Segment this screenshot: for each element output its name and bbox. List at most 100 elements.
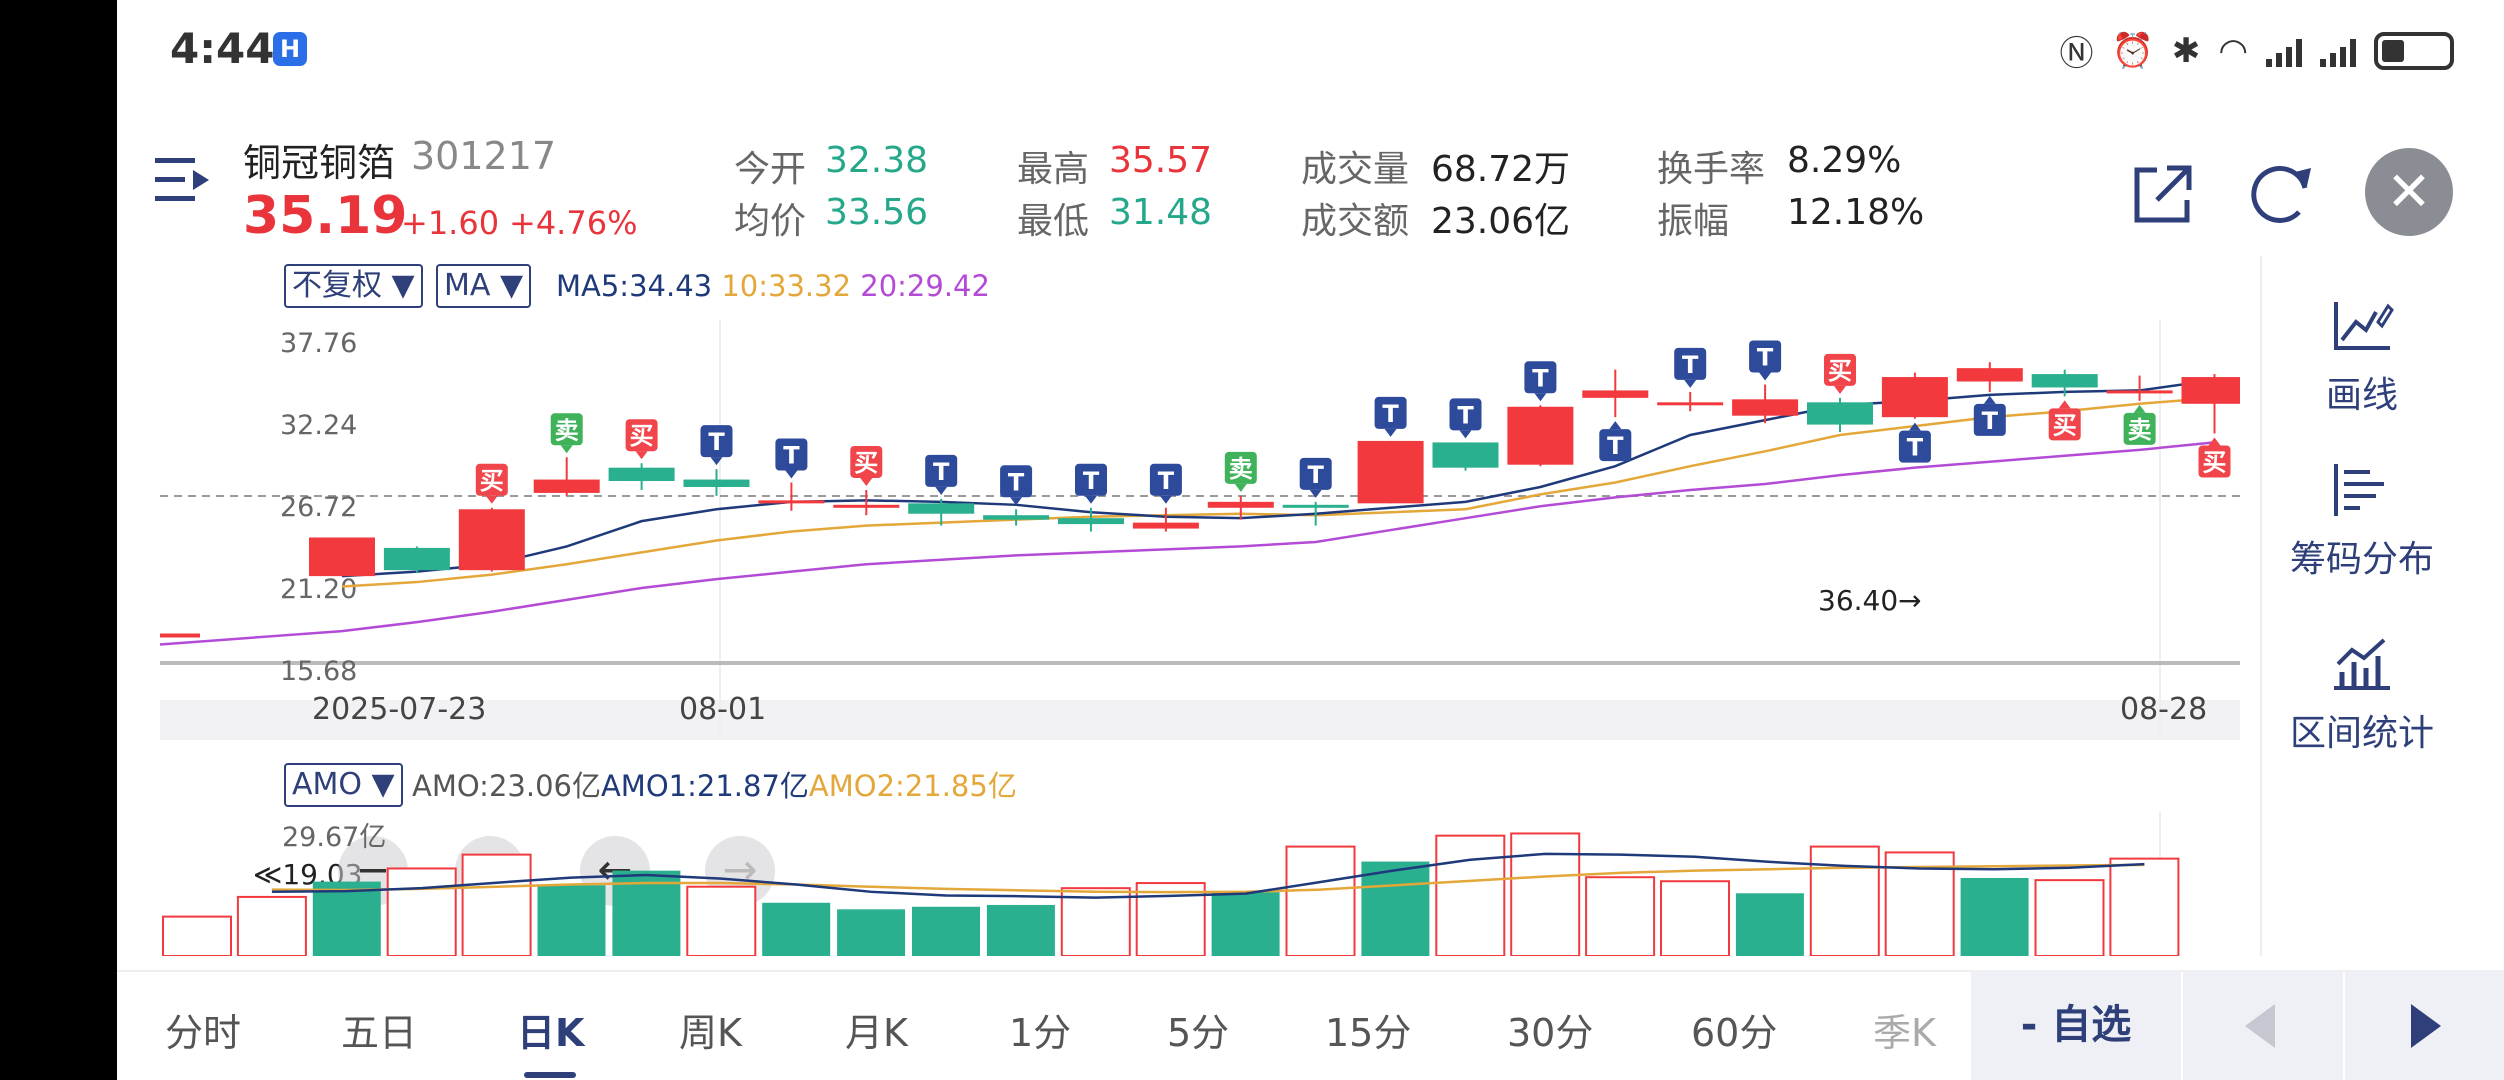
candle: [533, 457, 600, 496]
tab-5min[interactable]: 5分: [1167, 1011, 1230, 1055]
amo-indicator-select[interactable]: AMO ▼: [284, 763, 403, 807]
kline-panel[interactable]: 不复权 ▼ MA ▼ MA5:34.43 10:33.32 20:29.42 3…: [160, 256, 2240, 956]
low-value: 31.48: [1109, 192, 1213, 233]
tab-quarterly-k[interactable]: 季K: [1873, 1011, 1936, 1055]
svg-text:T: T: [933, 458, 950, 486]
amo-bar: [386, 867, 457, 956]
amo-panel[interactable]: AMO ▼ AMO:23.06亿AMO1:21.87亿AMO2:21.85亿 2…: [160, 756, 2240, 956]
y-tick-label: 26.72: [280, 492, 357, 523]
tab-1min[interactable]: 1分: [1009, 1011, 1072, 1055]
tab-15min[interactable]: 15分: [1325, 1011, 1412, 1055]
tool-draw-line-label: 画线: [2325, 375, 2398, 416]
signal-icon-1: [2266, 35, 2302, 67]
signal-marker-t: T: [1449, 398, 1482, 439]
amo-bar: [1960, 877, 2029, 956]
amo-bar: [236, 895, 307, 956]
signal-marker-t: T: [1000, 465, 1033, 506]
signal-marker-t: T: [1749, 340, 1782, 381]
tab-weekly-k[interactable]: 周K: [679, 1011, 742, 1055]
candle: [383, 546, 450, 574]
amo-bar: [837, 909, 906, 956]
svg-text:T: T: [1607, 432, 1624, 460]
candle: [1807, 397, 1873, 433]
prev-stock-button[interactable]: [2183, 970, 2343, 1080]
signal-marker-sell: 卖: [1224, 451, 1257, 492]
tab-intraday[interactable]: 分时: [165, 1011, 242, 1055]
ma20-line: [160, 441, 2215, 646]
turnover-rate-value: 8.29%: [1787, 140, 1902, 181]
amo-bar: [1361, 861, 1430, 956]
signal-marker-t: T: [1973, 395, 2006, 436]
ma20-value: 20:29.42: [860, 269, 990, 303]
amo-bar: [686, 885, 757, 956]
signal-marker-t: T: [1075, 463, 1107, 504]
signal-marker-t: T: [1374, 396, 1407, 437]
candle: [1432, 442, 1499, 471]
amo-bar: [1585, 876, 1656, 956]
share-icon[interactable]: [2127, 160, 2197, 230]
amo-bar: [1660, 880, 1730, 956]
tool-draw-line[interactable]: 画线: [2262, 298, 2462, 418]
tab-five-day[interactable]: 五日: [341, 1011, 418, 1055]
status-icons: Ⓝ ⏰ ✱ ◠: [2059, 26, 2454, 75]
chip-distribution-icon: [2334, 464, 2384, 516]
turnover-value: 23.06亿: [1431, 201, 1571, 242]
signal-marker-t: T: [775, 438, 808, 479]
amo-bar: [1211, 892, 1280, 956]
period-tabs: 分时 五日 日K 周K 月K 1分 5分 15分 30分 60分 季K: [117, 970, 2504, 1080]
amo-bar: [2109, 857, 2180, 956]
candle: [758, 482, 825, 511]
candle: [1058, 507, 1124, 532]
svg-text:T: T: [1158, 467, 1175, 495]
signal-marker-t: T: [1599, 421, 1632, 462]
nfc-icon: Ⓝ: [2059, 34, 2094, 74]
x-label-end: 08-28: [2120, 692, 2208, 727]
tab-daily-k[interactable]: 日K: [517, 1011, 585, 1055]
ma10-value: 10:33.32: [721, 269, 852, 303]
tab-60min[interactable]: 60分: [1691, 1011, 1778, 1055]
stock-code: 301217: [411, 134, 557, 178]
refresh-icon[interactable]: [2247, 158, 2317, 228]
tab-30min[interactable]: 30分: [1507, 1011, 1594, 1055]
remove-watchlist-button[interactable]: - 自选: [1971, 970, 2181, 1080]
close-button[interactable]: ✕: [2365, 148, 2453, 236]
avg-value: 33.56: [825, 192, 929, 233]
signal-marker-buy: 买: [850, 445, 883, 486]
indicator-select[interactable]: MA ▼: [436, 264, 532, 308]
amo-values: AMO:23.06亿AMO1:21.87亿AMO2:21.85亿: [412, 756, 1017, 816]
signal-icon-2: [2320, 35, 2356, 67]
svg-text:买: 买: [630, 422, 654, 450]
tool-chip-distribution-label: 筹码分布: [2289, 539, 2434, 580]
signal-marker-sell: 卖: [2123, 404, 2156, 445]
adjust-select[interactable]: 不复权 ▼: [284, 264, 423, 308]
turnover-rate-label: 换手率: [1657, 149, 1766, 190]
amo2-value: AMO2:21.85亿: [808, 769, 1017, 803]
amo-bar: [2034, 879, 2105, 956]
signal-marker-t: T: [1149, 463, 1182, 504]
candle: [683, 469, 750, 496]
amo1-line: [271, 852, 2145, 899]
candle: [1881, 372, 1948, 419]
menu-icon[interactable]: [153, 150, 213, 210]
chart-tools: 画线 筹码分布 区间统计: [2260, 256, 2460, 956]
tool-range-stats[interactable]: 区间统计: [2262, 636, 2462, 756]
amo-chart[interactable]: 29.67亿: [160, 812, 2240, 956]
tool-chip-distribution[interactable]: 筹码分布: [2262, 462, 2462, 582]
wifi-icon: ◠: [2218, 30, 2248, 71]
y-tick-label: 37.76: [280, 328, 357, 359]
amo-value: AMO:23.06亿: [412, 769, 601, 803]
svg-text:T: T: [783, 442, 800, 470]
status-bar: 4:44 H Ⓝ ⏰ ✱ ◠: [117, 0, 2504, 100]
stock-name: 铜冠铜箔: [243, 141, 396, 185]
candle: [983, 509, 1050, 526]
amplitude-label: 振幅: [1657, 201, 1730, 242]
amo-bar: [1435, 834, 1506, 956]
amo-bar: [986, 904, 1055, 956]
next-stock-button[interactable]: [2345, 970, 2504, 1080]
x-label-mid: 08-01: [679, 692, 767, 727]
amo-bar: [1060, 887, 1131, 956]
tab-monthly-k[interactable]: 月K: [845, 1011, 908, 1055]
kline-chart[interactable]: 37.7632.2426.7221.2015.68 买卖买 T T 买 T T T T 卖 TT T…: [160, 320, 2240, 740]
status-time: 4:44: [170, 24, 275, 73]
price-change: +1.60: [401, 204, 500, 242]
